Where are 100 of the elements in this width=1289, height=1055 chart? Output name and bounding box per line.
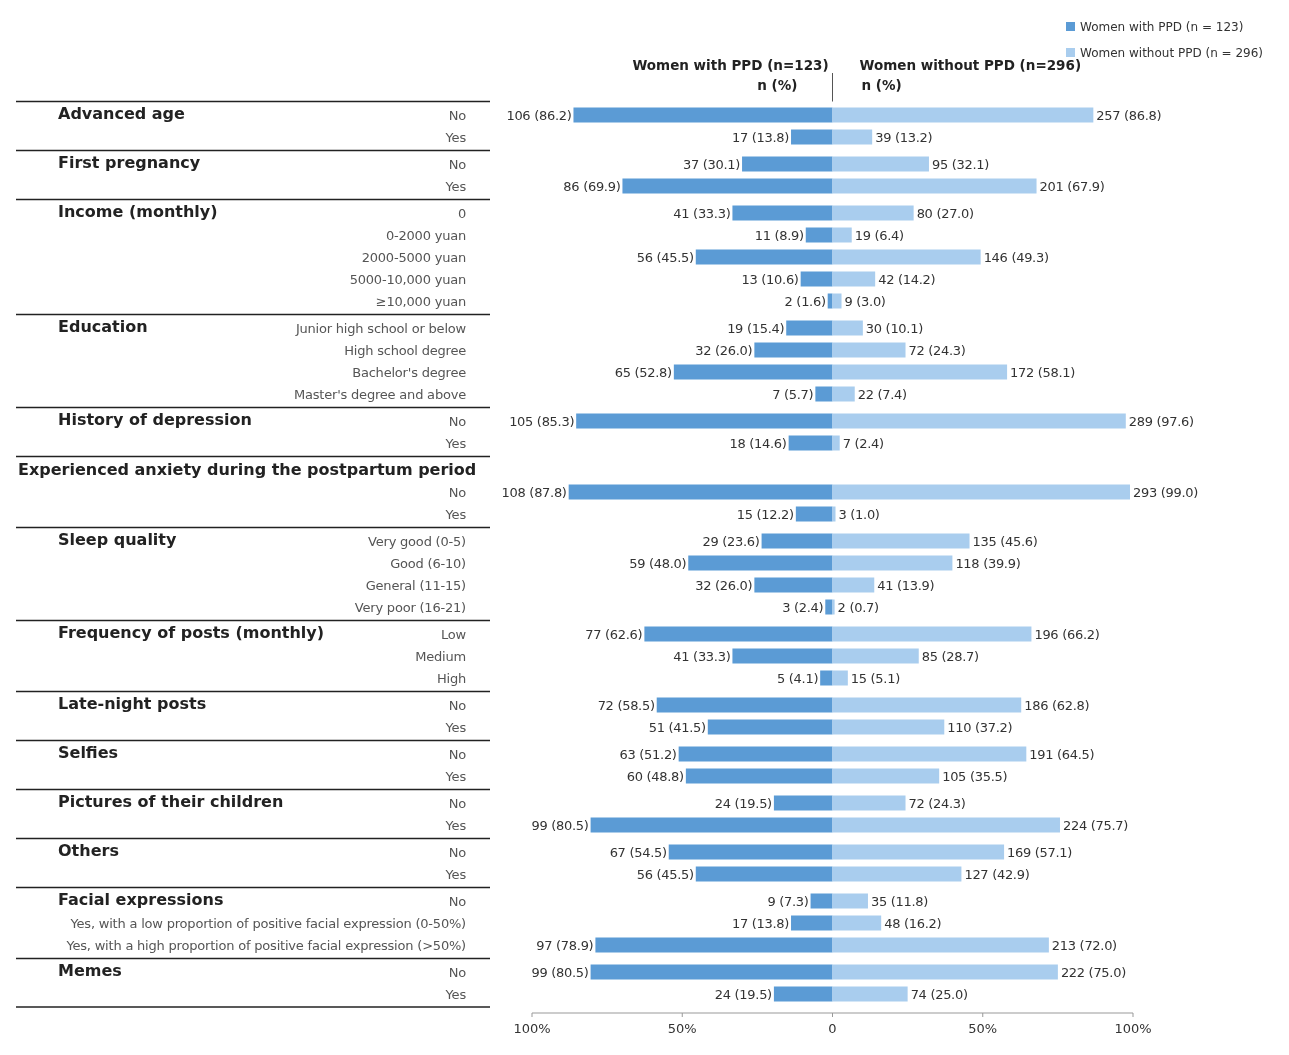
y-tick-label: Yes xyxy=(444,436,467,451)
y-tick-label: Yes xyxy=(444,867,467,882)
bar xyxy=(832,205,914,221)
bar xyxy=(832,320,863,336)
bar xyxy=(832,293,842,309)
bar xyxy=(761,533,833,549)
x-tick-label: 50% xyxy=(667,1021,697,1036)
data-label: 169 (57.1) xyxy=(1007,845,1073,860)
data-label: 37 (30.1) xyxy=(682,157,741,172)
data-label: 146 (49.3) xyxy=(983,250,1049,265)
data-label: 67 (54.5) xyxy=(609,845,667,860)
data-label: 56 (45.5) xyxy=(636,867,694,882)
y-tick-label: No xyxy=(448,414,467,429)
y-tick-label: High xyxy=(436,671,466,686)
bar xyxy=(786,320,833,336)
bar xyxy=(832,986,908,1002)
y-tick-label: Yes xyxy=(444,720,467,735)
data-label: 35 (11.8) xyxy=(870,894,929,909)
data-label: 17 (13.8) xyxy=(731,916,790,931)
bar xyxy=(827,293,833,309)
data-label: 24 (19.5) xyxy=(714,796,772,811)
bar xyxy=(791,915,833,931)
x-tick-label: 100% xyxy=(513,1021,551,1036)
data-label: 172 (58.1) xyxy=(1010,365,1076,380)
y-tick-label: Junior high school or below xyxy=(294,321,467,336)
bar xyxy=(732,205,833,221)
y-tick-label: General (11-15) xyxy=(365,578,466,593)
text: Women with PPD (n=123) xyxy=(632,57,829,73)
data-label: 72 (24.3) xyxy=(908,796,966,811)
data-label: 9 (3.0) xyxy=(844,294,886,309)
y-axis-title: Late-night posts xyxy=(58,694,207,713)
bar xyxy=(832,915,882,931)
data-label: 135 (45.6) xyxy=(972,534,1038,549)
y-tick-label: No xyxy=(448,157,467,172)
y-axis-title: Pictures of their children xyxy=(58,792,284,811)
data-label: 95 (32.1) xyxy=(931,157,990,172)
x-tick-label: 0 xyxy=(828,1021,837,1036)
y-tick-label: No xyxy=(448,845,467,860)
data-label: 9 (7.3) xyxy=(767,894,809,909)
data-label: 11 (8.9) xyxy=(754,228,804,243)
data-label: 19 (6.4) xyxy=(854,228,904,243)
bar xyxy=(832,555,953,571)
data-label: 293 (99.0) xyxy=(1132,485,1199,500)
bar xyxy=(595,937,833,953)
y-tick-label: No xyxy=(448,796,467,811)
y-axis-title: Facial expressions xyxy=(58,890,224,909)
y-tick-label: High school degree xyxy=(344,343,467,358)
data-label: 85 (28.7) xyxy=(921,649,979,664)
bar xyxy=(644,626,833,642)
y-tick-label: Very poor (16-21) xyxy=(354,600,466,615)
bar xyxy=(832,937,1049,953)
data-label: 15 (5.1) xyxy=(850,671,900,686)
data-label: 17 (13.8) xyxy=(731,130,790,145)
data-label: 213 (72.0) xyxy=(1051,938,1117,953)
data-label: 48 (16.2) xyxy=(884,916,942,931)
bar xyxy=(695,249,833,265)
data-label: 42 (14.2) xyxy=(878,272,936,287)
data-label: 186 (62.8) xyxy=(1024,698,1090,713)
y-tick-label: 5000-10,000 yuan xyxy=(349,272,466,287)
data-label: 13 (10.6) xyxy=(741,272,799,287)
y-tick-label: Very good (0-5) xyxy=(368,534,466,549)
y-tick-label: Yes, with a low proportion of positive facial expression (0-50%) xyxy=(69,916,466,931)
y-axis-title: First pregnancy xyxy=(58,153,201,172)
data-label: 110 (37.2) xyxy=(947,720,1013,735)
data-label: 222 (75.0) xyxy=(1060,965,1126,980)
y-tick-label: ≥10,000 yuan xyxy=(375,294,466,309)
data-label: 51 (41.5) xyxy=(648,720,706,735)
data-label: 19 (15.4) xyxy=(727,321,785,336)
bar xyxy=(820,670,833,686)
data-label: 74 (25.0) xyxy=(910,987,968,1002)
bar xyxy=(832,342,906,358)
data-label: 7 (2.4) xyxy=(842,436,884,451)
bar xyxy=(832,227,852,243)
data-label: 105 (35.5) xyxy=(942,769,1008,784)
bar xyxy=(800,271,833,287)
data-label: 99 (80.5) xyxy=(531,965,589,980)
data-label: 32 (26.0) xyxy=(695,578,753,593)
bar xyxy=(815,386,833,402)
data-label: 41 (33.3) xyxy=(673,206,731,221)
y-axis-title: Experienced anxiety during the postpartum period xyxy=(18,460,477,479)
data-label: 257 (86.8) xyxy=(1096,108,1162,123)
data-label: 63 (51.2) xyxy=(619,747,677,762)
y-tick-label: Yes xyxy=(444,130,467,145)
bar xyxy=(810,893,833,909)
data-label: 118 (39.9) xyxy=(955,556,1021,571)
bar xyxy=(754,577,833,593)
data-label: 201 (67.9) xyxy=(1039,179,1105,194)
data-label: 224 (75.7) xyxy=(1062,818,1129,833)
bar xyxy=(688,555,833,571)
bar xyxy=(832,648,919,664)
y-tick-label: Bachelor's degree xyxy=(352,365,467,380)
data-label: 29 (23.6) xyxy=(702,534,760,549)
data-label: 3 (2.4) xyxy=(782,600,824,615)
y-axis-title: Education xyxy=(58,317,148,336)
data-label: 60 (48.8) xyxy=(626,769,684,784)
text: Women without PPD (n=296) xyxy=(859,57,1082,73)
y-tick-label: No xyxy=(448,965,467,980)
y-axis-title: Advanced age xyxy=(58,104,186,123)
data-label: 41 (13.9) xyxy=(877,578,935,593)
y-axis-title: Others xyxy=(58,841,119,860)
